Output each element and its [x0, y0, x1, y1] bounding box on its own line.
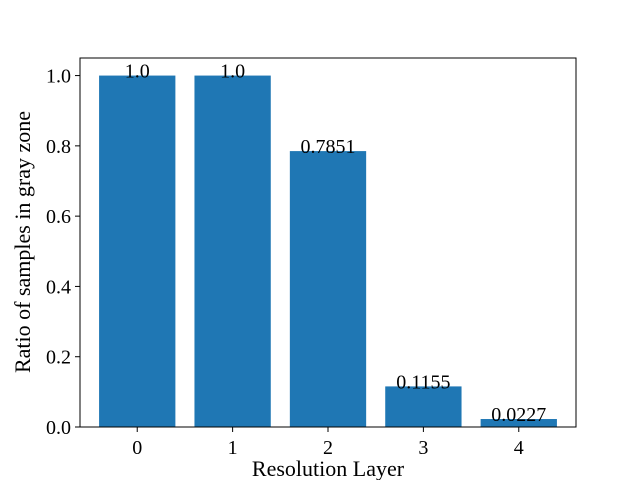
y-tick-label: 0.2	[46, 347, 71, 369]
data-labels-group: 1.0 1.0 0.7851 0.1155 0.0227	[125, 61, 547, 426]
y-axis-label: Ratio of samples in gray zone	[10, 111, 35, 373]
bar-3	[385, 386, 462, 427]
x-axis-label: Resolution Layer	[252, 456, 405, 480]
x-tick-label: 1	[228, 437, 238, 459]
y-tick-label: 0.0	[46, 417, 71, 439]
y-tick-label: 0.6	[46, 206, 71, 228]
bar-0	[99, 75, 176, 428]
data-label-1: 1.0	[220, 61, 245, 83]
y-tick-label: 0.4	[46, 276, 71, 298]
data-label-3: 0.1155	[396, 371, 450, 393]
data-label-2: 0.7851	[301, 136, 356, 158]
x-tick-label: 3	[418, 437, 428, 459]
x-tick-label: 2	[323, 437, 333, 459]
bar-4	[480, 419, 557, 427]
bar-1	[194, 75, 271, 428]
x-tick-label: 4	[514, 437, 524, 459]
y-tick-label: 0.8	[46, 136, 71, 158]
x-tick-label: 0	[132, 437, 142, 459]
bar-2	[289, 151, 367, 427]
bars-group	[99, 75, 557, 428]
y-axis: 0.0 0.2 0.4 0.6 0.8 1.0	[46, 66, 80, 439]
x-axis: 0 1 2 3 4	[132, 427, 524, 459]
data-label-4: 0.0227	[491, 404, 546, 426]
y-tick-label: 1.0	[46, 66, 71, 88]
data-label-0: 1.0	[125, 61, 150, 83]
